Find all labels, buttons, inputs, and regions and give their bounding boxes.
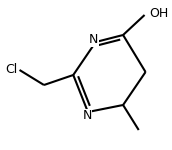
Text: N: N xyxy=(89,33,98,46)
Text: OH: OH xyxy=(149,7,168,20)
Text: Cl: Cl xyxy=(5,63,18,76)
Text: N: N xyxy=(82,109,92,122)
